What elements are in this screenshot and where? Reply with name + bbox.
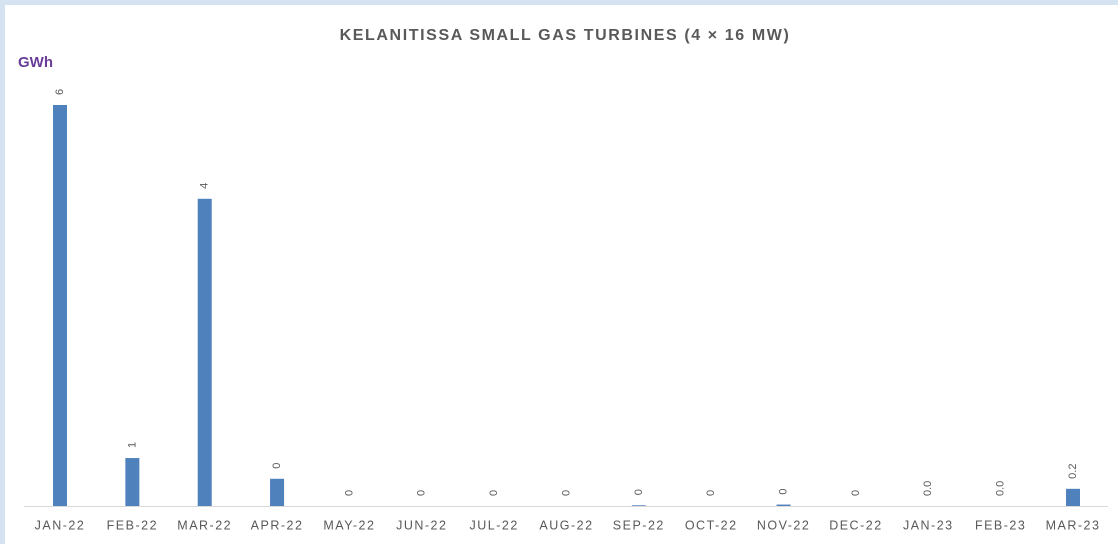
data-label: 0 <box>777 488 789 494</box>
bar <box>776 504 791 506</box>
data-label: 1 <box>126 442 138 448</box>
x-tick-label: OCT-22 <box>685 518 738 532</box>
x-tick-label: DEC-22 <box>829 518 882 532</box>
x-tick-label: JAN-22 <box>35 518 86 532</box>
data-label: 0.0 <box>922 481 934 496</box>
x-tick-label: FEB-23 <box>975 518 1026 532</box>
bar <box>197 198 212 506</box>
chart-title: KELANITISSA SMALL GAS TURBINES (4 × 16 M… <box>340 27 791 44</box>
bar <box>1066 488 1080 506</box>
data-label: 0.0 <box>995 481 1007 496</box>
data-label: 6 <box>54 89 66 95</box>
data-label: 0.2 <box>1067 464 1079 479</box>
x-tick-label: JAN-23 <box>903 518 954 532</box>
x-tick-label: SEP-22 <box>613 518 665 532</box>
data-label: 0 <box>271 463 283 469</box>
bar <box>270 478 285 506</box>
unit-label: GWh <box>18 54 53 71</box>
x-tick-label: FEB-22 <box>107 518 158 532</box>
x-tick-label: AUG-22 <box>539 518 593 532</box>
data-label: 0 <box>633 489 645 495</box>
x-tick-label: NOV-22 <box>757 518 810 532</box>
data-label: 0 <box>705 490 717 496</box>
x-tick-label: JUN-22 <box>396 518 447 532</box>
data-label: 0 <box>560 490 572 496</box>
data-label: 0 <box>416 490 428 496</box>
data-label: 0 <box>343 490 355 496</box>
bar <box>631 505 646 506</box>
x-tick-label: MAR-23 <box>1046 518 1101 532</box>
x-tick-label: MAR-22 <box>177 518 232 532</box>
bar <box>53 105 67 506</box>
x-tick-label: JUL-22 <box>469 518 518 532</box>
data-label: 0 <box>850 490 862 496</box>
chart-panel <box>5 5 1118 544</box>
x-tick-label: APR-22 <box>251 518 304 532</box>
data-label: 4 <box>199 183 211 189</box>
x-tick-label: MAY-22 <box>323 518 375 532</box>
bar <box>125 458 140 506</box>
data-label: 0 <box>488 490 500 496</box>
